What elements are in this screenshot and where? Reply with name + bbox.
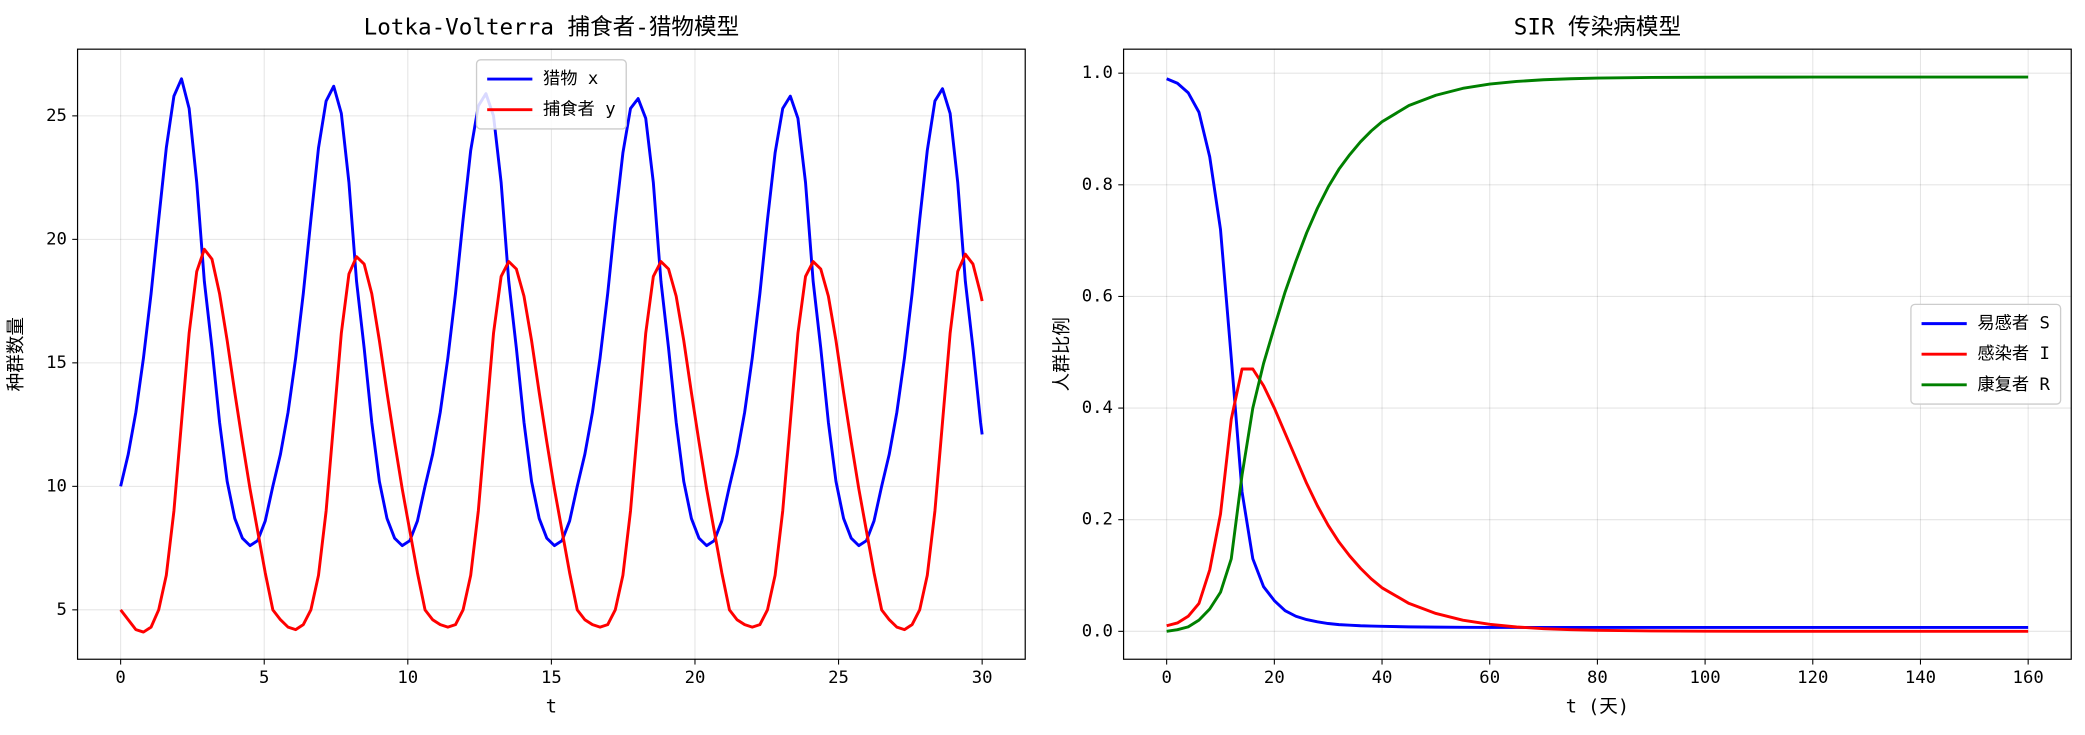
series-line — [1166, 367, 2029, 633]
x-tick-label: 25 — [828, 668, 849, 688]
series-line — [119, 77, 984, 548]
y-tick-label: 20 — [46, 229, 67, 249]
x-tick-label: 30 — [972, 668, 993, 688]
x-tick-label: 0 — [1161, 668, 1171, 688]
x-tick-label: 40 — [1372, 668, 1393, 688]
x-tick-label: 140 — [1905, 668, 1936, 688]
series-line — [119, 247, 984, 634]
y-tick-label: 0.8 — [1082, 175, 1113, 195]
x-tick-label: 20 — [685, 668, 706, 688]
axes-frame — [1122, 48, 2072, 660]
y-tick-label: 25 — [46, 106, 67, 126]
y-tick-label: 1.0 — [1082, 63, 1113, 83]
series-line — [1166, 75, 2029, 633]
x-tick-label: 60 — [1479, 668, 1500, 688]
series-line — [1166, 77, 2029, 629]
plot-area — [77, 49, 1026, 660]
x-axis-label: t — [546, 697, 557, 718]
y-tick-label: 5 — [57, 600, 67, 620]
y-tick-label: 0.6 — [1082, 286, 1113, 306]
y-tick-label: 0.0 — [1082, 621, 1113, 641]
axes-frame — [76, 48, 1026, 660]
subplot: 0 20 40 60 80 100 120 140 160 0.0 0.2 0.4 0.6 0.8 1.0 S… — [1052, 14, 2072, 718]
y-axis-label: 种群数量 — [6, 317, 27, 391]
legend: 猎物 x 捕食者 y — [475, 59, 627, 130]
legend: 易感者 S 感染者 I 康复者 R — [1910, 303, 2062, 405]
legend-box — [475, 59, 627, 130]
subplot: 0 5 10 15 20 25 30 5 10 15 20 25 Lotka-Volterra 捕食者-… — [6, 14, 1026, 718]
y-tick-label: 15 — [46, 353, 67, 373]
x-tick-label: 80 — [1587, 668, 1608, 688]
legend-label: 感染者 I — [1977, 344, 2050, 364]
x-tick-label: 5 — [259, 668, 269, 688]
x-tick-label: 10 — [397, 668, 418, 688]
legend-label: 猎物 x — [543, 69, 598, 89]
x-tick-label: 15 — [541, 668, 562, 688]
x-tick-label: 20 — [1264, 668, 1285, 688]
y-tick-label: 0.2 — [1082, 510, 1113, 530]
y-tick-label: 10 — [46, 476, 67, 496]
legend-box — [1910, 303, 2062, 405]
x-tick-label: 0 — [115, 668, 125, 688]
y-axis-label: 人群比例 — [1052, 317, 1073, 391]
x-tick-label: 120 — [1797, 668, 1828, 688]
x-axis-label: t (天) — [1566, 697, 1629, 718]
x-tick-label: 160 — [2013, 668, 2044, 688]
legend-label: 捕食者 y — [543, 100, 616, 120]
chart-title: SIR 传染病模型 — [1514, 14, 1681, 40]
x-tick-label: 100 — [1689, 668, 1720, 688]
y-tick-label: 0.4 — [1082, 398, 1113, 418]
legend-label: 易感者 S — [1977, 314, 2050, 334]
legend-label: 康复者 R — [1977, 375, 2050, 395]
chart-title: Lotka-Volterra 捕食者-猎物模型 — [364, 14, 740, 40]
